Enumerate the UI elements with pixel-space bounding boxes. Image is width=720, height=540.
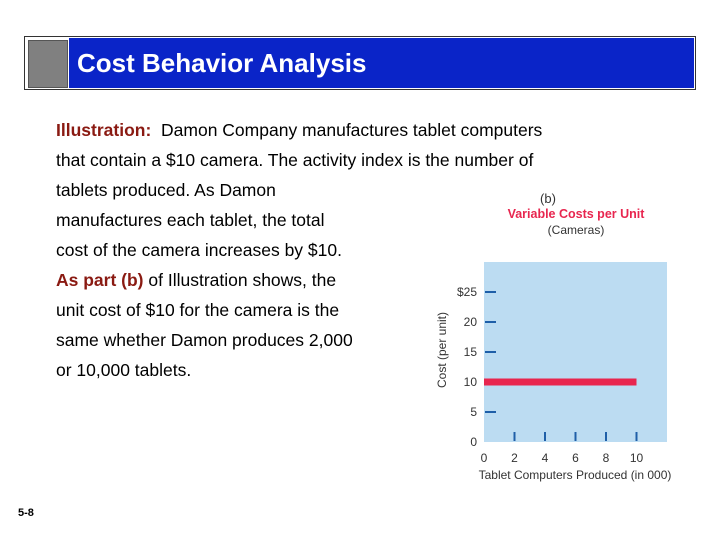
body-line-6: As part (b) of Illustration shows, the xyxy=(56,265,336,295)
y-tick-label: 10 xyxy=(464,375,478,389)
plot-area xyxy=(484,262,667,442)
x-tick-label: 2 xyxy=(511,451,518,465)
body-line-2: that contain a $10 camera. The activity … xyxy=(56,150,534,170)
body-line-5: cost of the camera increases by $10. xyxy=(56,240,342,260)
title-bar: Cost Behavior Analysis xyxy=(24,36,696,90)
body-line-6-text: of Illustration shows, the xyxy=(148,270,337,290)
title-accent-block xyxy=(28,40,68,88)
y-axis-label: Cost (per unit) xyxy=(435,312,449,388)
chart-panel-label: (b) xyxy=(540,191,556,206)
body-line-9: or 10,000 tablets. xyxy=(56,360,192,380)
body-line-4: manufactures each tablet, the total xyxy=(56,210,325,230)
body-line-1: Illustration: Damon Company manufactures… xyxy=(56,115,542,145)
y-tick-label: $25 xyxy=(457,285,477,299)
y-tick-label: 5 xyxy=(470,405,477,419)
chart-subtitle: (Cameras) xyxy=(548,223,605,237)
body-line-8: same whether Damon produces 2,000 xyxy=(56,330,353,350)
x-tick-label: 6 xyxy=(572,451,579,465)
body-line-7: unit cost of $10 for the camera is the xyxy=(56,300,340,320)
body-line-1-text: Damon Company manufactures tablet comput… xyxy=(161,120,543,140)
chart-title: Variable Costs per Unit xyxy=(508,207,646,221)
body-line-3: tablets produced. As Damon xyxy=(56,180,276,200)
slide-number: 5-8 xyxy=(18,507,34,519)
x-tick-label: 10 xyxy=(630,451,644,465)
slide-title: Cost Behavior Analysis xyxy=(77,48,367,78)
x-tick-label: 8 xyxy=(603,451,610,465)
title-background xyxy=(69,38,694,88)
y-tick-label: 20 xyxy=(464,315,478,329)
x-tick-label: 4 xyxy=(542,451,549,465)
x-axis-label: Tablet Computers Produced (in 000) xyxy=(479,468,672,482)
y-tick-label: 0 xyxy=(470,435,477,449)
x-tick-label: 0 xyxy=(481,451,488,465)
part-b-label: As part (b) xyxy=(56,270,144,290)
y-tick-label: 15 xyxy=(464,345,478,359)
illustration-label: Illustration: xyxy=(56,120,152,140)
